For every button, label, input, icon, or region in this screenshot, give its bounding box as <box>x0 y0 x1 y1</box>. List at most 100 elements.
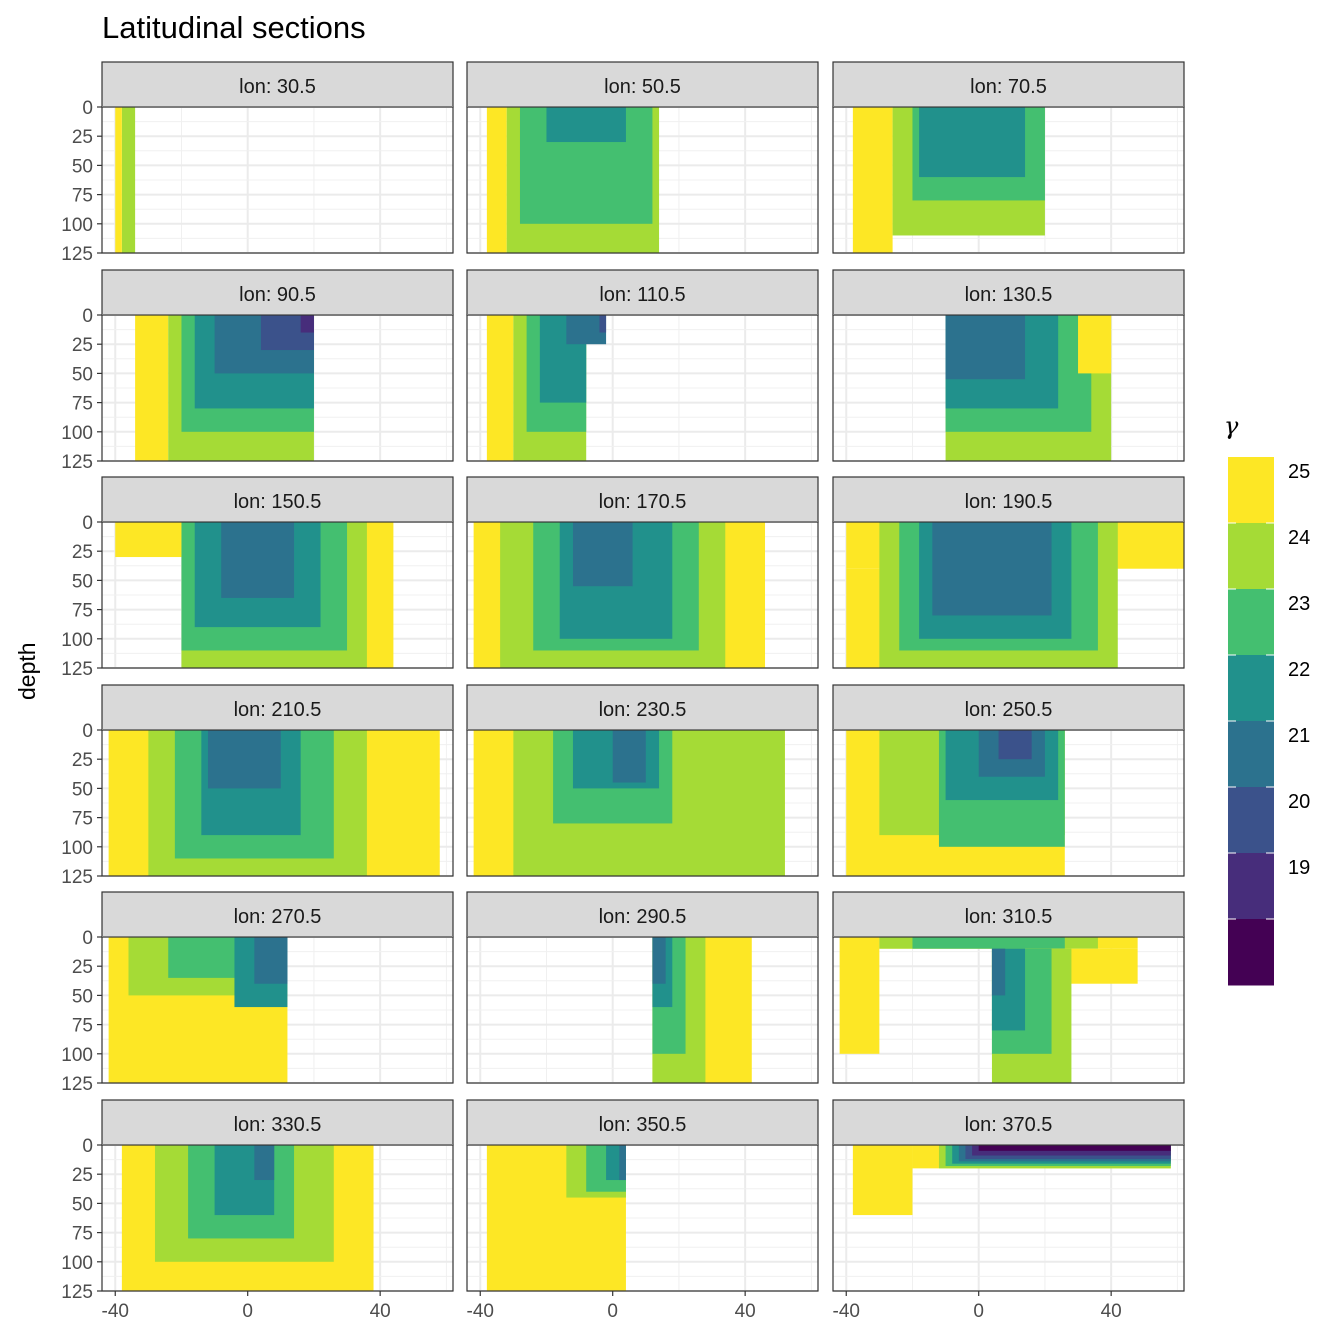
facet-strip <box>832 1099 1185 1146</box>
contour-band <box>652 937 666 984</box>
facet-panel: lon: 30.5 0 25 50 75 100 125 <box>61 61 454 265</box>
x-tick-label: -40 <box>102 1301 129 1322</box>
panel-border <box>832 936 1185 1084</box>
y-tick-label: 50 <box>72 986 93 1007</box>
contour-layer <box>486 1145 626 1291</box>
y-tick-label: 125 <box>61 867 93 888</box>
facet-strip-label: lon: 30.5 <box>239 76 316 98</box>
legend-swatch <box>1228 787 1274 854</box>
facet-strip-label: lon: 270.5 <box>234 906 322 928</box>
facet-panel: lon: 370.5 -40 0 40 <box>832 1099 1185 1322</box>
legend-swatch <box>1228 853 1274 920</box>
contour-layer <box>135 315 314 461</box>
contour-layer <box>108 937 288 1083</box>
contour-layer <box>846 522 1184 668</box>
y-tick-label: 25 <box>72 335 93 356</box>
x-tick-label: 0 <box>607 1301 618 1322</box>
contour-band <box>912 937 1065 949</box>
facet-strip <box>466 476 819 523</box>
contour-band <box>115 107 122 253</box>
legend-label: 21 <box>1288 725 1310 747</box>
contour-layer <box>945 315 1112 461</box>
contour-band <box>486 107 507 253</box>
facet-panel: lon: 170.5 <box>466 476 819 669</box>
facet-strip-label: lon: 110.5 <box>599 284 685 306</box>
y-tick-label: 100 <box>61 215 93 236</box>
facet-strip-label: lon: 330.5 <box>234 1114 322 1136</box>
panel-border <box>466 521 819 669</box>
legend-label: 22 <box>1288 659 1310 681</box>
panel-border <box>466 729 819 877</box>
legend-swatch <box>1228 523 1274 590</box>
facet-strip-label: lon: 130.5 <box>965 284 1053 306</box>
legend-label: 24 <box>1288 527 1310 549</box>
y-tick-label: 100 <box>61 1045 93 1066</box>
contour-band <box>135 315 169 461</box>
facet-strip-label: lon: 230.5 <box>599 699 687 721</box>
contour-layer <box>121 1145 374 1291</box>
facet-strip-label: lon: 350.5 <box>599 1114 687 1136</box>
contour-band <box>852 1145 913 1216</box>
facet-panel: lon: 50.5 <box>466 61 819 254</box>
contour-layer <box>486 315 607 461</box>
facet-panel: lon: 130.5 <box>832 269 1185 462</box>
facet-panel: lon: 290.5 <box>466 891 819 1084</box>
facet-strip <box>466 891 819 938</box>
y-tick-label: 50 <box>72 156 93 177</box>
legend-label: 20 <box>1288 791 1310 813</box>
contour-band <box>619 1145 626 1181</box>
y-tick-label: 125 <box>61 659 93 680</box>
y-tick-label: 75 <box>72 186 93 207</box>
facet-strip-label: lon: 250.5 <box>965 699 1053 721</box>
y-tick-label: 125 <box>61 452 93 473</box>
y-tick-label: 100 <box>61 423 93 444</box>
facet-strip <box>466 269 819 316</box>
legend-label: 19 <box>1288 857 1310 879</box>
y-tick-label: 75 <box>72 809 93 830</box>
facet-panel: lon: 70.5 <box>832 61 1185 254</box>
contour-band <box>207 730 281 789</box>
facet-panel: lon: 210.5 0 25 50 75 100 125 <box>61 684 454 888</box>
y-tick-label: 0 <box>82 98 93 119</box>
panel-border <box>832 106 1185 254</box>
contour-layer <box>846 730 1065 876</box>
facet-panel: lon: 350.5 -40 0 40 <box>466 1099 819 1322</box>
y-tick-label: 100 <box>61 838 93 859</box>
facet-strip-label: lon: 150.5 <box>234 491 322 513</box>
facet-strip-label: lon: 70.5 <box>970 76 1047 98</box>
facet-strip <box>466 1099 819 1146</box>
facet-panel: lon: 270.5 0 25 50 75 100 125 <box>61 891 454 1095</box>
contour-band <box>115 522 182 558</box>
contour-band <box>991 948 1006 996</box>
y-tick-label: 50 <box>72 1194 93 1215</box>
facet-strip <box>832 61 1185 108</box>
y-tick-label: 75 <box>72 1016 93 1037</box>
contour-layer <box>473 522 766 668</box>
facet-strip-label: lon: 170.5 <box>599 491 687 513</box>
y-tick-label: 25 <box>72 127 93 148</box>
panel-border <box>832 1144 1185 1292</box>
y-tick-label: 25 <box>72 750 93 771</box>
contour-band <box>254 937 288 984</box>
legend-swatch <box>1228 721 1274 788</box>
contour-band <box>572 522 633 587</box>
legend-swatch <box>1228 457 1274 524</box>
contour-layer <box>486 107 660 253</box>
panel-border <box>101 106 454 254</box>
chart-title: Latitudinal sections <box>102 10 366 45</box>
x-tick-label: 40 <box>370 1301 391 1322</box>
y-tick-label: 25 <box>72 957 93 978</box>
facet-strip-label: lon: 290.5 <box>599 906 687 928</box>
x-tick-label: 40 <box>735 1301 756 1322</box>
panel-border <box>832 521 1185 669</box>
contour-band <box>546 107 626 143</box>
panel-border <box>101 1144 454 1292</box>
facet-strip <box>101 61 454 108</box>
contour-band <box>612 730 646 783</box>
facet-panel: lon: 90.5 0 25 50 75 100 125 <box>61 269 454 473</box>
contour-band <box>486 315 514 461</box>
facet-panel: lon: 330.5 0 25 50 75 100 125 -40 0 40 <box>61 1099 454 1322</box>
contour-band <box>932 522 1052 616</box>
y-tick-label: 50 <box>72 364 93 385</box>
facet-panel: lon: 190.5 <box>832 476 1185 669</box>
